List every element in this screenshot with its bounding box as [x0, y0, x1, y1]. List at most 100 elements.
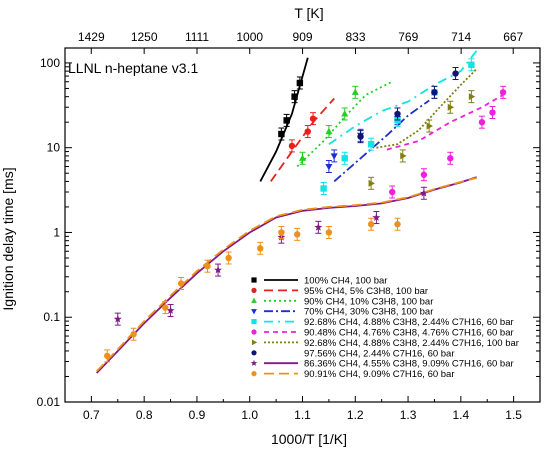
data-point [320, 185, 327, 192]
data-point [325, 127, 333, 135]
top-x-axis-title: T [K] [294, 5, 323, 21]
data-point [420, 171, 428, 178]
legend-marker [251, 350, 257, 356]
series-line [328, 49, 478, 145]
legend-item: 70% CH4, 30% C3H8, 100 bar [251, 307, 433, 318]
data-point [357, 133, 364, 140]
data-point [394, 221, 401, 228]
data-point [166, 306, 175, 314]
legend-label: 90.91% CH4, 9.09% C7H16, 60 bar [304, 369, 455, 380]
data-point [325, 163, 333, 171]
legend-marker [251, 277, 257, 283]
legend-item: 90.91% CH4, 9.09% C7H16, 60 bar [251, 369, 455, 380]
data-point [314, 223, 323, 231]
top-tick-label: 1111 [185, 30, 209, 44]
data-point [296, 79, 304, 87]
series-layer [96, 49, 507, 374]
legend-marker [250, 359, 258, 366]
y-tick-label: 0.1 [43, 310, 60, 324]
series-line [333, 99, 430, 183]
top-tick-label: 1250 [131, 30, 158, 44]
series-line [270, 97, 335, 182]
top-tick-label: 667 [503, 30, 523, 44]
legend-item: 92.68% CH4, 4.88% C3H8, 2.44% C7H16, 60 … [251, 317, 514, 328]
data-point [452, 70, 459, 77]
legend-item: 92.68% CH4, 4.88% C3H8, 2.44% C7H16, 100… [251, 338, 519, 349]
data-point [351, 88, 359, 95]
data-point [431, 89, 438, 96]
y-tick-label: 10 [47, 141, 61, 155]
data-point [325, 229, 333, 236]
legend-label: 100% CH4, 100 bar [304, 276, 387, 287]
data-point [499, 89, 507, 96]
data-point [225, 254, 232, 262]
data-point [283, 117, 290, 124]
data-point [257, 245, 264, 252]
legend-marker [251, 371, 257, 377]
data-point [291, 93, 298, 100]
data-point [372, 213, 381, 221]
y-tick-label: 1 [53, 225, 60, 239]
series-6 [386, 85, 507, 199]
y-axis-title: Ignition delay time [ms] [0, 167, 16, 310]
data-point [104, 352, 111, 360]
series-2 [270, 97, 335, 182]
data-point [330, 153, 338, 160]
x-axis-title: 1000/T [1/K] [271, 431, 347, 447]
x-tick-label: 1.3 [400, 408, 417, 422]
data-point [341, 155, 348, 162]
x-tick-label: 1.0 [241, 408, 258, 422]
x-tick-label: 1.1 [294, 408, 311, 422]
data-point [177, 280, 185, 287]
legend-item: 90% CH4, 10% C3H8, 100 bar [251, 296, 433, 307]
series-1 [259, 57, 309, 182]
legend-marker [251, 339, 258, 346]
series-3 [296, 80, 393, 168]
data-point [309, 115, 317, 122]
x-tick-label: 1.4 [452, 408, 469, 422]
data-point [400, 152, 407, 160]
x-tick-label: 0.8 [136, 408, 153, 422]
legend-label: 95% CH4, 5% C3H8, 100 bar [304, 286, 428, 297]
data-point [394, 110, 401, 118]
top-tick-label: 769 [398, 30, 418, 44]
legend-label: 92.68% CH4, 4.88% C3H8, 2.44% C7H16, 100… [304, 338, 519, 349]
data-point [214, 265, 222, 274]
legend-item: 95% CH4, 5% C3H8, 100 bar [251, 286, 428, 297]
legend-item: 86.36% CH4, 4.55% C3H8, 9.09% C7H16, 60 … [250, 359, 514, 370]
legend-marker [251, 287, 257, 293]
legend-label: 97.56% CH4, 2.44% C7H16, 60 bar [304, 348, 455, 359]
data-point [489, 109, 496, 116]
data-point [278, 229, 285, 236]
top-tick-label: 714 [451, 30, 471, 44]
series-7 [368, 68, 478, 190]
x-tick-label: 1.5 [505, 408, 522, 422]
data-point [419, 189, 428, 197]
x-tick-label: 0.9 [189, 408, 206, 422]
data-point [341, 110, 349, 117]
data-point [447, 103, 455, 111]
legend-item: 97.56% CH4, 2.44% C7H16, 60 bar [251, 348, 455, 359]
data-point [447, 155, 454, 162]
legend-label: 90.48% CH4, 4.76% C3H8, 4.76% C7H16, 60 … [304, 328, 514, 339]
legend-label: 86.36% CH4, 4.55% C3H8, 9.09% C7H16, 60 … [304, 359, 514, 370]
plot-background [65, 48, 540, 402]
data-point [288, 142, 296, 150]
plot-area [65, 48, 540, 402]
data-point [204, 262, 211, 270]
legend-marker [251, 319, 257, 325]
legend-item: 90.48% CH4, 4.76% C3H8, 4.76% C7H16, 60 … [251, 328, 514, 339]
data-point [278, 130, 285, 138]
data-point [294, 231, 301, 238]
model-annotation: LLNL n-heptane v3.1 [68, 60, 198, 76]
data-point [130, 331, 137, 338]
legend-label: 92.68% CH4, 4.88% C3H8, 2.44% C7H16, 60 … [304, 317, 514, 328]
legend-marker [251, 329, 257, 335]
legend-marker [251, 297, 257, 303]
data-point [389, 188, 396, 196]
x-tick-label: 1.2 [347, 408, 364, 422]
y-tick-label: 100 [40, 56, 60, 70]
series-line [376, 68, 478, 149]
